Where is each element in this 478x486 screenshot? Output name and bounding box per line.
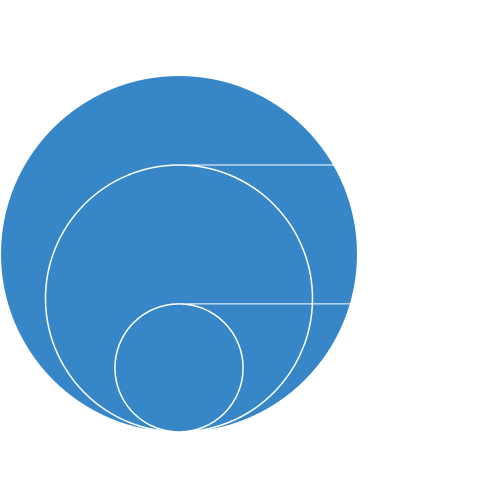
circle-level-3 xyxy=(114,303,244,433)
